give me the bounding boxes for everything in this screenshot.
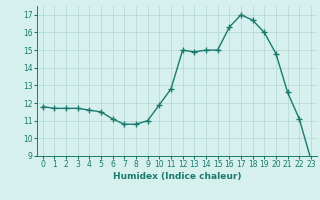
X-axis label: Humidex (Indice chaleur): Humidex (Indice chaleur) <box>113 172 241 181</box>
